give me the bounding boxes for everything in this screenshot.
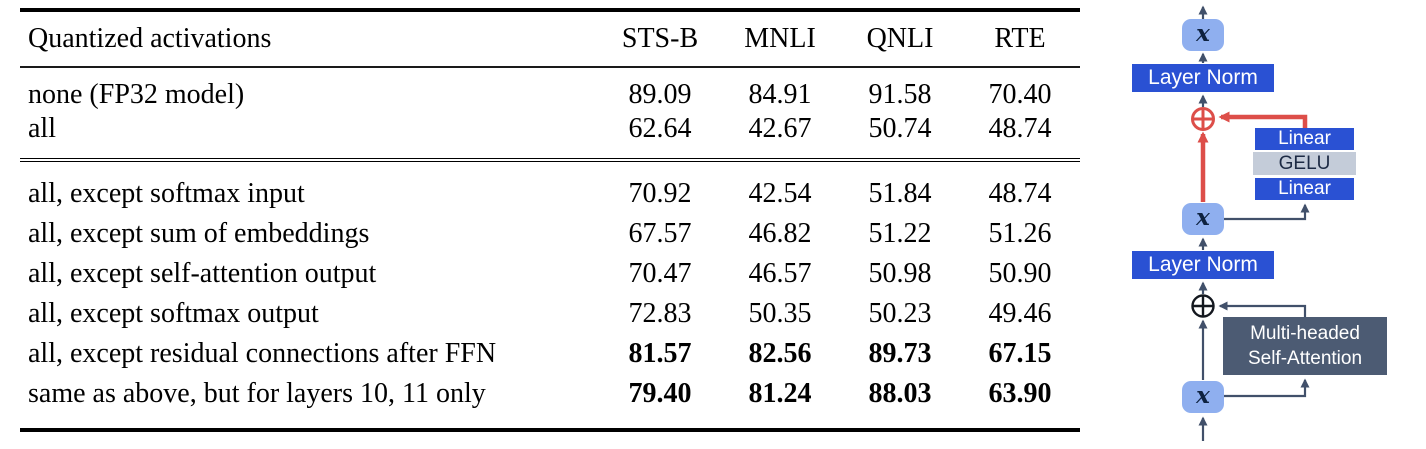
cell-value: 89.73 [868,338,932,369]
add-circle-black [1191,294,1215,318]
cell-value: 88.03 [868,378,932,409]
table-row: same as above, but for layers 10, 11 onl… [20,374,1080,414]
row-label: all, except residual connections after F… [28,338,497,369]
x-box-bottom: x [1182,381,1224,413]
layer-norm-bottom-box: Layer Norm [1132,251,1274,279]
header-label: Quantized activations [28,23,272,54]
cell-value: 91.58 [868,79,932,110]
cell-value: 42.54 [748,178,812,209]
cell-value: 81.24 [748,378,812,409]
table-bottom-rule [20,428,1080,432]
cell-value: 67.57 [628,218,692,249]
cell-value: 50.98 [868,258,932,289]
cell-value: 82.56 [748,338,812,369]
msa-label-line2: Self-Attention [1247,348,1363,369]
linear-bottom-box: Linear [1255,178,1354,200]
table-row: all 62.64 42.67 50.74 48.74 [20,112,1080,146]
row-label: none (FP32 model) [28,79,245,110]
residual-arrows-red [1197,111,1308,202]
table-header-row: Quantized activations STS-B MNLI QNLI RT… [20,12,1080,66]
cell-value: 67.15 [988,338,1052,369]
cell-value: 49.46 [988,298,1052,329]
flow-arrows-dark [1198,5,1310,441]
cell-value: 62.64 [628,113,692,144]
x-box-middle: x [1182,203,1224,235]
table-mid-rule [20,158,1080,162]
row-label: all, except softmax input [28,178,305,209]
cell-value: 84.91 [748,79,812,110]
diagram-arrows-svg [1191,5,1310,441]
row-label: all [28,113,56,144]
transformer-block-diagram: x Layer Norm Linear GELU Linear x Layer … [1100,0,1426,449]
cell-value: 63.90 [988,378,1052,409]
table-row: all, except sum of embeddings 67.57 46.8… [20,214,1080,254]
cell-value: 72.83 [628,298,692,329]
gelu-box: GELU [1253,152,1356,175]
cell-value: 50.35 [748,298,812,329]
table-row: all, except residual connections after F… [20,334,1080,374]
layer-norm-top-box: Layer Norm [1132,64,1274,92]
x-box-top: x [1182,19,1224,51]
cell-value: 50.74 [868,113,932,144]
cell-value: 89.09 [628,79,692,110]
results-table: Quantized activations STS-B MNLI QNLI RT… [20,8,1080,432]
cell-value: 70.47 [628,258,692,289]
cell-value: 48.74 [988,178,1052,209]
table-group-ablations: all, except softmax input 70.92 42.54 51… [20,162,1080,428]
table-top-rule [20,8,1080,12]
row-label: all, except softmax output [28,298,319,329]
table-group-baseline: none (FP32 model) 89.09 84.91 91.58 70.4… [20,68,1080,158]
row-label: same as above, but for layers 10, 11 onl… [28,378,486,409]
cell-value: 50.23 [868,298,932,329]
cell-value: 51.84 [868,178,932,209]
cell-value: 81.57 [628,338,692,369]
cell-value: 79.40 [628,378,692,409]
row-label: all, except sum of embeddings [28,218,370,249]
table-row: all, except softmax input 70.92 42.54 51… [20,174,1080,214]
cell-value: 51.22 [868,218,932,249]
column-header-rte: RTE [994,23,1046,54]
cell-value: 48.74 [988,113,1052,144]
column-header-stsb: STS-B [621,23,699,54]
linear-top-box: Linear [1255,128,1354,150]
cell-value: 42.67 [748,113,812,144]
cell-value: 50.90 [988,258,1052,289]
cell-value: 46.57 [748,258,812,289]
multi-headed-self-attention-box: Multi-headed Self-Attention [1223,317,1387,375]
table-row: none (FP32 model) 89.09 84.91 91.58 70.4… [20,78,1080,112]
cell-value: 51.26 [988,218,1052,249]
cell-value: 70.92 [628,178,692,209]
table-row: all, except softmax output 72.83 50.35 5… [20,294,1080,334]
msa-label-line1: Multi-headed [1250,323,1360,344]
add-circle-red [1191,107,1215,131]
cell-value: 70.40 [988,79,1052,110]
table-header-rule [20,66,1080,68]
column-header-qnli: QNLI [866,23,934,54]
row-label: all, except self-attention output [28,258,377,289]
table-row: all, except self-attention output 70.47 … [20,254,1080,294]
cell-value: 46.82 [748,218,812,249]
column-header-mnli: MNLI [744,23,816,54]
